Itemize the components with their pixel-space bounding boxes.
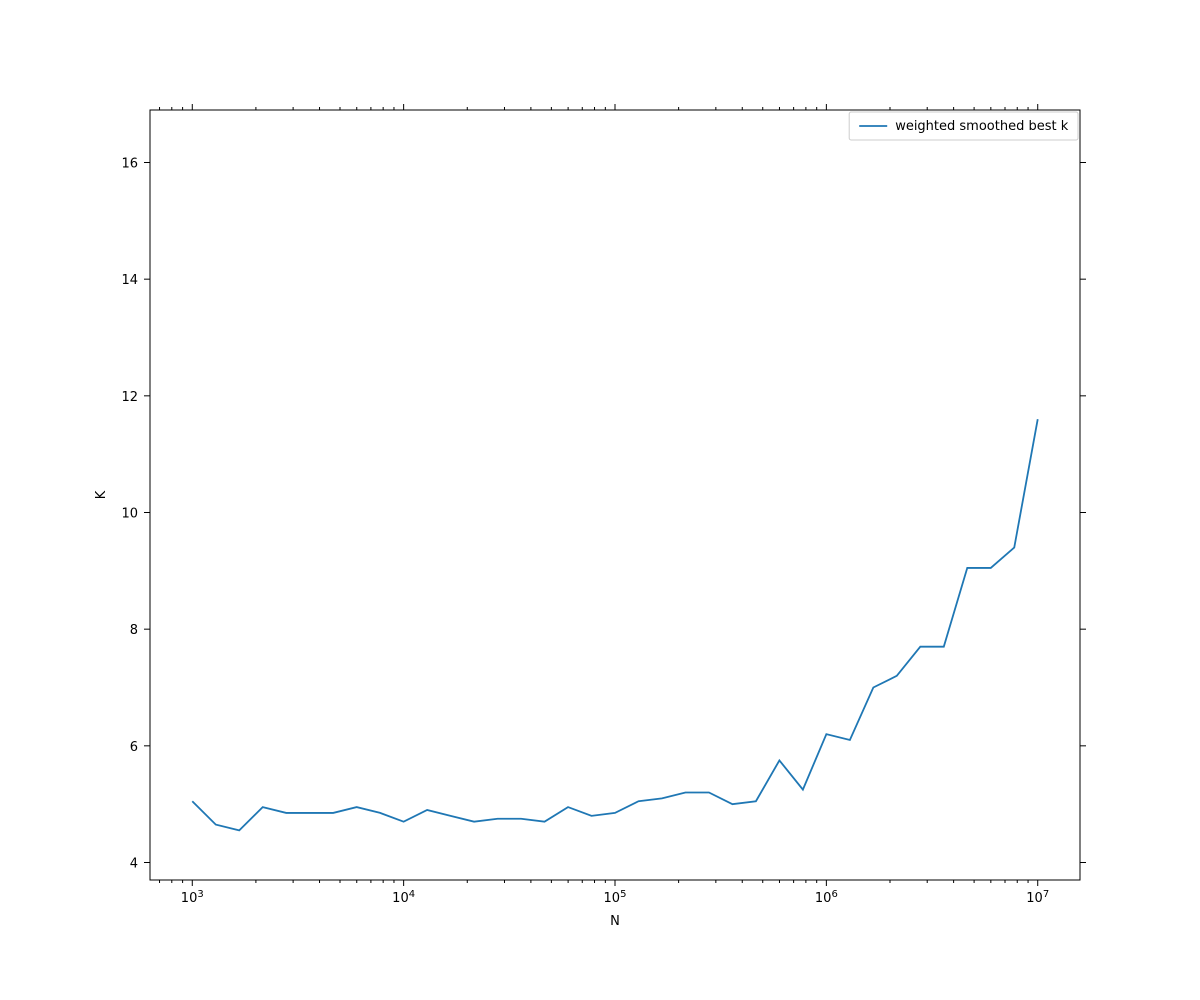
- chart-container: 103 104 105 106 107 4 6 8 10 12 14 16 N Kweighted smo…: [0, 0, 1200, 1000]
- x-tick-label: 104: [392, 889, 415, 907]
- y-tick-label: 16: [121, 157, 138, 172]
- x-tick-label: 105: [604, 889, 627, 907]
- y-tick-label: 8: [130, 623, 138, 638]
- y-tick-label: 4: [130, 857, 138, 872]
- line-chart: 103 104 105 106 107 4 6 8 10 12 14 16 N Kweighted smo…: [0, 0, 1200, 1000]
- y-tick-label: 10: [121, 507, 138, 522]
- x-tick-label: 103: [181, 889, 204, 907]
- y-tick-label: 6: [130, 740, 138, 755]
- y-tick-label: 12: [121, 390, 138, 405]
- y-tick-label: 14: [121, 273, 138, 288]
- plot-border: [150, 110, 1080, 880]
- x-tick-label: 107: [1026, 889, 1049, 907]
- y-axis-label: K: [94, 490, 109, 499]
- x-axis-label: N: [610, 914, 620, 929]
- x-tick-label: 106: [815, 889, 838, 907]
- legend-label: weighted smoothed best k: [895, 119, 1069, 134]
- data-series-line: [192, 419, 1037, 830]
